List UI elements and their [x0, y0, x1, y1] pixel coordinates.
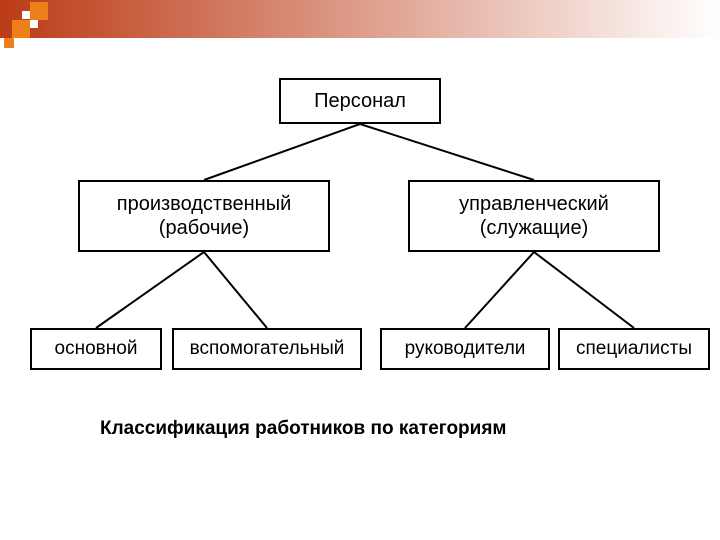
header-gradient — [0, 0, 720, 38]
tree-edge — [465, 252, 534, 328]
tree-edge — [204, 252, 267, 328]
logo-square-icon — [30, 20, 38, 28]
tree-edge — [96, 252, 204, 328]
tree-edge — [360, 124, 534, 180]
tree-node-main: основной — [30, 328, 162, 370]
tree-node-label: руководители — [405, 338, 526, 361]
tree-node-label: основной — [55, 338, 138, 361]
tree-node-label: производственный (рабочие) — [117, 192, 292, 240]
tree-node-prod: производственный (рабочие) — [78, 180, 330, 252]
tree-edge — [534, 252, 634, 328]
corner-logo-icon — [0, 0, 60, 60]
tree-node-mgmt: управленческий (служащие) — [408, 180, 660, 252]
tree-edge — [204, 124, 360, 180]
tree-node-spec: специалисты — [558, 328, 710, 370]
tree-node-lead: руководители — [380, 328, 550, 370]
diagram-caption: Классификация работников по категориям — [100, 418, 507, 440]
tree-node-label: специалисты — [576, 338, 692, 361]
tree-node-root: Персонал — [279, 78, 441, 124]
diagram-stage: Персонал производственный (рабочие) управл… — [0, 0, 720, 540]
tree-node-aux: вспомогательный — [172, 328, 362, 370]
tree-node-label: Персонал — [314, 89, 406, 113]
logo-square-icon — [22, 11, 30, 19]
logo-square-icon — [4, 38, 14, 48]
logo-square-icon — [30, 2, 48, 20]
tree-node-label: вспомогательный — [190, 338, 345, 361]
logo-square-icon — [12, 20, 30, 38]
tree-node-label: управленческий (служащие) — [459, 192, 609, 240]
